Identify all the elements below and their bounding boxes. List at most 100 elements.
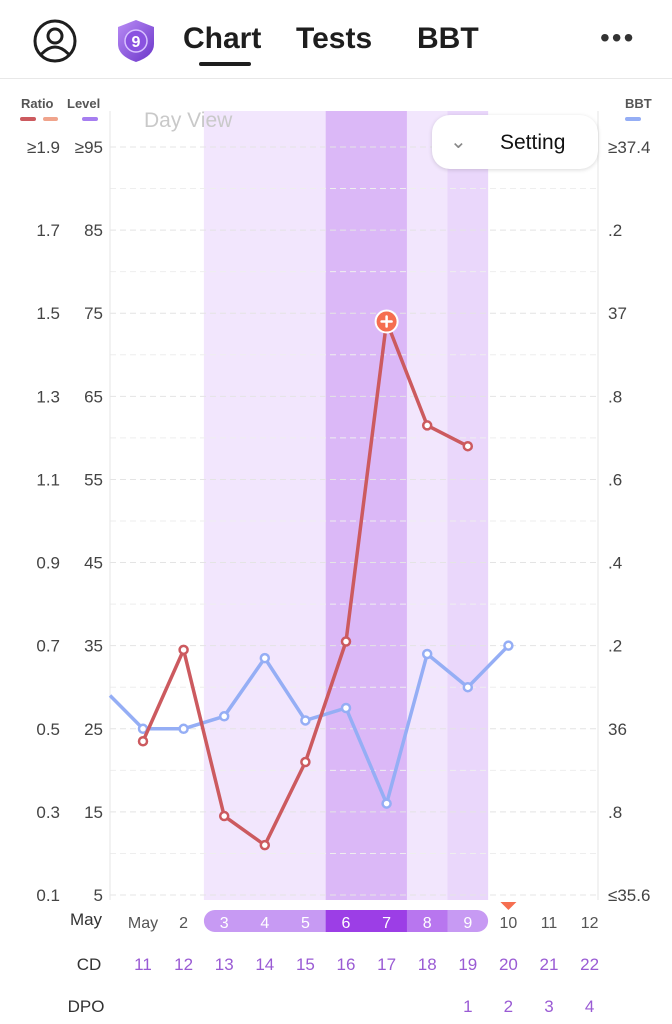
date-label: 5 bbox=[301, 915, 310, 932]
date-row-label: May bbox=[70, 910, 103, 929]
active-tab-indicator bbox=[199, 62, 251, 66]
cycle-day-label: 14 bbox=[255, 955, 274, 974]
legend-level-label: Level bbox=[67, 96, 100, 111]
date-label: 12 bbox=[581, 915, 599, 932]
bbt-tick-label: 37 bbox=[608, 304, 627, 323]
setting-button[interactable]: ⌄ Setting bbox=[432, 115, 598, 169]
date-label: 3 bbox=[220, 915, 229, 932]
dpo-label: 2 bbox=[504, 997, 513, 1016]
profile-icon[interactable] bbox=[32, 18, 78, 64]
dpo-label: 3 bbox=[544, 997, 553, 1016]
legend-ratio-label: Ratio bbox=[21, 96, 54, 111]
ratio-point bbox=[340, 636, 352, 647]
bbt-point bbox=[421, 648, 433, 660]
date-label: 9 bbox=[463, 915, 472, 932]
level-tick-label: 55 bbox=[84, 470, 103, 489]
cycle-day-label: 19 bbox=[458, 955, 477, 974]
ratio-tick-label: 0.9 bbox=[36, 554, 60, 573]
cycle-day-label: 15 bbox=[296, 955, 315, 974]
cycle-day-label: 21 bbox=[540, 955, 559, 974]
bbt-tick-label: .6 bbox=[608, 470, 622, 489]
level-tick-label: 85 bbox=[84, 221, 103, 240]
ratio-point bbox=[259, 839, 271, 851]
setting-label: Setting bbox=[500, 131, 566, 154]
level-tick-label: ≥95 bbox=[75, 138, 103, 157]
cycle-day-label: 17 bbox=[377, 955, 396, 974]
cycle-day-label: 12 bbox=[174, 955, 193, 974]
level-tick-label: 5 bbox=[94, 886, 103, 905]
bbt-tick-label: .4 bbox=[608, 554, 622, 573]
ratio-tick-label: 0.1 bbox=[36, 886, 60, 905]
tab-bbt[interactable]: BBT bbox=[417, 22, 479, 55]
ratio-tick-label: 1.1 bbox=[36, 470, 60, 489]
ratio-tick-label: 0.3 bbox=[36, 803, 60, 822]
ratio-tick-label: 1.3 bbox=[36, 387, 60, 406]
date-label: 2 bbox=[179, 915, 188, 932]
level-tick-label: 45 bbox=[84, 554, 103, 573]
ratio-tick-label: 1.7 bbox=[36, 221, 60, 240]
bbt-tick-label: .8 bbox=[608, 803, 622, 822]
date-label: May bbox=[128, 915, 158, 932]
cycle-day-label: 20 bbox=[499, 955, 518, 974]
bbt-tick-label: ≥37.4 bbox=[608, 138, 650, 157]
chevron-down-icon: ⌄ bbox=[450, 131, 467, 153]
cd-row-label: CD bbox=[77, 955, 102, 974]
peak-plus-icon bbox=[380, 315, 393, 328]
dpo-label: 1 bbox=[463, 997, 472, 1016]
level-tick-label: 35 bbox=[84, 637, 103, 656]
tab-chart[interactable]: Chart bbox=[183, 22, 262, 55]
bbt-tick-label: 36 bbox=[608, 720, 627, 739]
cycle-day-label: 16 bbox=[337, 955, 356, 974]
date-label: 6 bbox=[342, 915, 351, 932]
bbt-point bbox=[259, 652, 271, 664]
bbt-point bbox=[340, 702, 352, 714]
bbt-tick-label: ≤35.6 bbox=[608, 886, 650, 905]
bbt-tick-label: .8 bbox=[608, 387, 622, 406]
bbt-point bbox=[503, 640, 514, 651]
date-label: 10 bbox=[500, 915, 518, 932]
cycle-day-label: 13 bbox=[215, 955, 234, 974]
ratio-tick-label: 0.5 bbox=[36, 720, 60, 739]
level-tick-label: 65 bbox=[84, 387, 103, 406]
ratio-point bbox=[462, 440, 474, 452]
bbt-point bbox=[381, 798, 392, 809]
bbt-tick-label: .2 bbox=[608, 221, 622, 240]
bbt-point bbox=[178, 723, 189, 735]
peak-days-band bbox=[325, 111, 407, 900]
dpo-row-label: DPO bbox=[68, 997, 105, 1016]
bbt-point bbox=[462, 681, 474, 693]
level-badge-icon[interactable]: 9 bbox=[114, 18, 158, 64]
level-tick-label: 25 bbox=[84, 720, 103, 739]
tab-tests[interactable]: Tests bbox=[296, 22, 373, 55]
bbt-point bbox=[300, 715, 311, 726]
date-label: 11 bbox=[541, 915, 558, 932]
more-options-icon[interactable]: ••• bbox=[600, 22, 636, 53]
ratio-point bbox=[300, 756, 311, 768]
cycle-day-label: 22 bbox=[580, 955, 599, 974]
badge-number: 9 bbox=[132, 34, 141, 51]
ratio-tick-label: 0.7 bbox=[36, 637, 60, 656]
day-view-label: Day View bbox=[144, 109, 233, 132]
date-label: 4 bbox=[260, 915, 269, 932]
top-nav-bar: 9 Chart Tests BBT ••• bbox=[0, 0, 672, 79]
ratio-tick-label: 1.5 bbox=[36, 304, 60, 323]
chart[interactable]: Day View Ratio Level BBT ≥1.9 ≥95 ≥37.41.7 85… bbox=[0, 78, 672, 1024]
ratio-point bbox=[178, 644, 189, 656]
cycle-day-label: 11 bbox=[134, 955, 152, 974]
level-tick-label: 15 bbox=[84, 803, 103, 822]
level-tick-label: 75 bbox=[84, 304, 103, 323]
ovulation-marker-icon bbox=[500, 902, 517, 910]
peak-date-pill-tail bbox=[406, 910, 448, 932]
dpo-label: 4 bbox=[585, 997, 594, 1016]
ratio-point bbox=[137, 735, 149, 747]
bbt-point bbox=[218, 711, 230, 722]
fertile-window-band-high bbox=[447, 111, 489, 900]
ratio-point bbox=[218, 810, 230, 822]
bbt-tick-label: .2 bbox=[608, 637, 622, 656]
date-label: 7 bbox=[382, 915, 391, 932]
ratio-tick-label: ≥1.9 bbox=[27, 138, 60, 157]
legend-bbt-label: BBT bbox=[625, 96, 652, 111]
ratio-point bbox=[421, 420, 433, 431]
date-label: 8 bbox=[423, 915, 432, 932]
cycle-day-label: 18 bbox=[418, 955, 437, 974]
